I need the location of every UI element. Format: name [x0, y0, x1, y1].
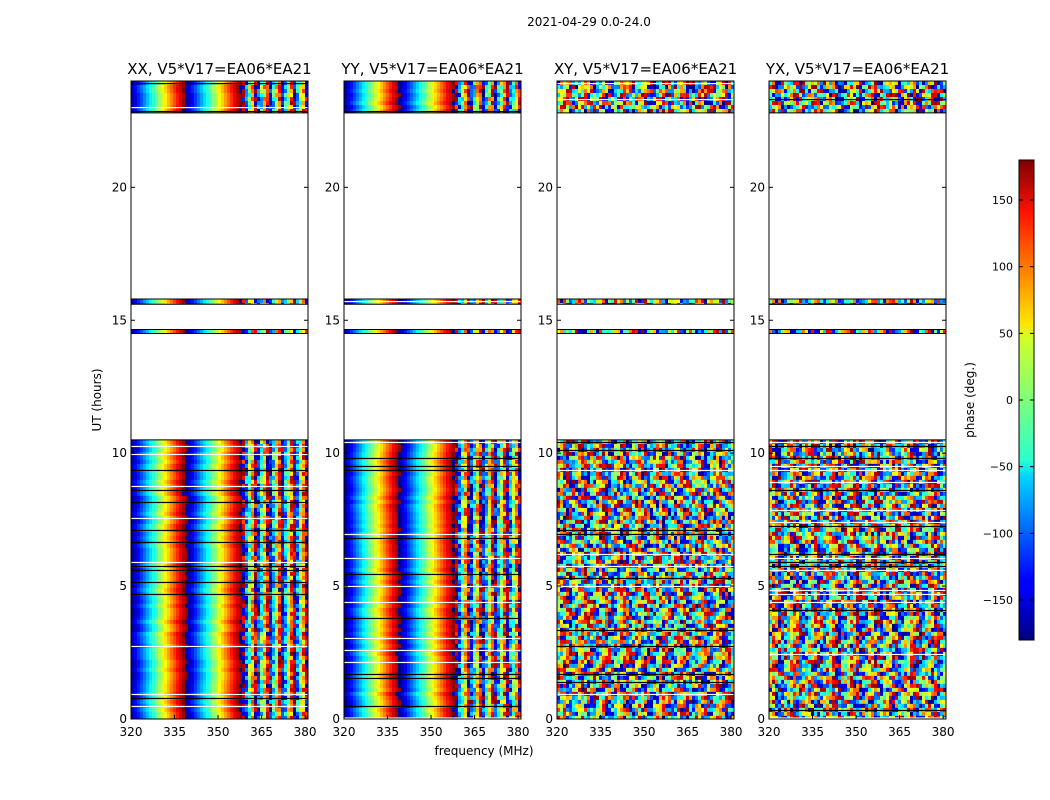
panel-title: XX, V5*V17=EA06*EA21: [127, 60, 311, 78]
x-tick-label: 335: [163, 725, 186, 739]
y-tick-label: 10: [112, 446, 127, 460]
colorbar-tick-label: −50: [990, 461, 1013, 474]
figure-suptitle: 2021-04-29 0.0-24.0: [527, 15, 651, 29]
panel-frame: [768, 80, 947, 720]
x-tick-label: 320: [120, 725, 143, 739]
y-tick-label: 15: [750, 313, 765, 327]
panel-title: YY, V5*V17=EA06*EA21: [340, 60, 523, 78]
x-tick-label: 335: [801, 725, 824, 739]
x-tick-label: 380: [932, 725, 955, 739]
y-tick-label: 0: [757, 712, 765, 726]
y-tick-label: 20: [325, 180, 340, 194]
panel-frame: [556, 80, 735, 720]
y-tick-label: 5: [545, 579, 553, 593]
y-tick-label: 20: [538, 180, 553, 194]
x-tick-label: 380: [294, 725, 317, 739]
y-tick-label: 10: [538, 446, 553, 460]
y-tick-label: 10: [750, 446, 765, 460]
x-tick-label: 350: [633, 725, 656, 739]
x-tick-label: 380: [507, 725, 530, 739]
x-tick-label: 335: [589, 725, 612, 739]
x-tick-label: 365: [250, 725, 273, 739]
panel-title: XY, V5*V17=EA06*EA21: [554, 60, 737, 78]
panel-frame: [343, 80, 522, 720]
colorbar-tick-label: −150: [983, 594, 1013, 607]
panel-1: XX, V5*V17=EA06*EA21 320 335 350 365 380 0 5 10 1…: [112, 60, 317, 739]
y-tick-label: 5: [757, 579, 765, 593]
panel-frame: [130, 80, 309, 720]
x-tick-label: 365: [463, 725, 486, 739]
phase-field: [344, 80, 522, 720]
panel-2: YY, V5*V17=EA06*EA21 320 335 350 365 380 0 5 10 1…: [325, 60, 530, 739]
phase-field: [769, 80, 947, 720]
colorbar-tick-label: −100: [983, 527, 1013, 540]
colorbar-tick-label: 100: [992, 261, 1013, 274]
panel-4: YX, V5*V17=EA06*EA21 320 335 350 365 380 0 5 10 1…: [750, 60, 955, 739]
x-tick-label: 350: [420, 725, 443, 739]
panel-3: XY, V5*V17=EA06*EA21 320 335 350 365 380 0 5 10 1…: [538, 60, 743, 739]
colorbar-tick-label: 0: [1006, 394, 1013, 407]
x-tick-label: 320: [333, 725, 356, 739]
phase-field: [131, 80, 309, 720]
x-tick-label: 350: [845, 725, 868, 739]
panel-title: YX, V5*V17=EA06*EA21: [765, 60, 949, 78]
y-tick-label: 20: [750, 180, 765, 194]
colorbar-tick-label: 150: [992, 194, 1013, 207]
phase-field: [557, 80, 735, 720]
y-tick-label: 15: [325, 313, 340, 327]
x-tick-label: 365: [676, 725, 699, 739]
colorbar: 150 100 50 0 −50 −100 −150 phase (deg.): [963, 159, 1035, 641]
x-axis-label: frequency (MHz): [434, 744, 533, 758]
y-axis-label: UT (hours): [90, 368, 104, 431]
y-tick-label: 20: [112, 180, 127, 194]
x-tick-label: 320: [758, 725, 781, 739]
y-tick-label: 5: [119, 579, 127, 593]
x-tick-label: 365: [888, 725, 911, 739]
y-tick-label: 0: [119, 712, 127, 726]
x-tick-label: 350: [207, 725, 230, 739]
y-tick-label: 5: [332, 579, 340, 593]
y-tick-label: 10: [325, 446, 340, 460]
y-tick-label: 15: [112, 313, 127, 327]
y-tick-label: 0: [545, 712, 553, 726]
colorbar-tick-label: 50: [999, 327, 1013, 340]
y-tick-label: 0: [332, 712, 340, 726]
colorbar-label: phase (deg.): [963, 362, 977, 438]
x-tick-label: 320: [546, 725, 569, 739]
y-tick-label: 15: [538, 313, 553, 327]
x-tick-label: 335: [376, 725, 399, 739]
x-tick-label: 380: [720, 725, 743, 739]
